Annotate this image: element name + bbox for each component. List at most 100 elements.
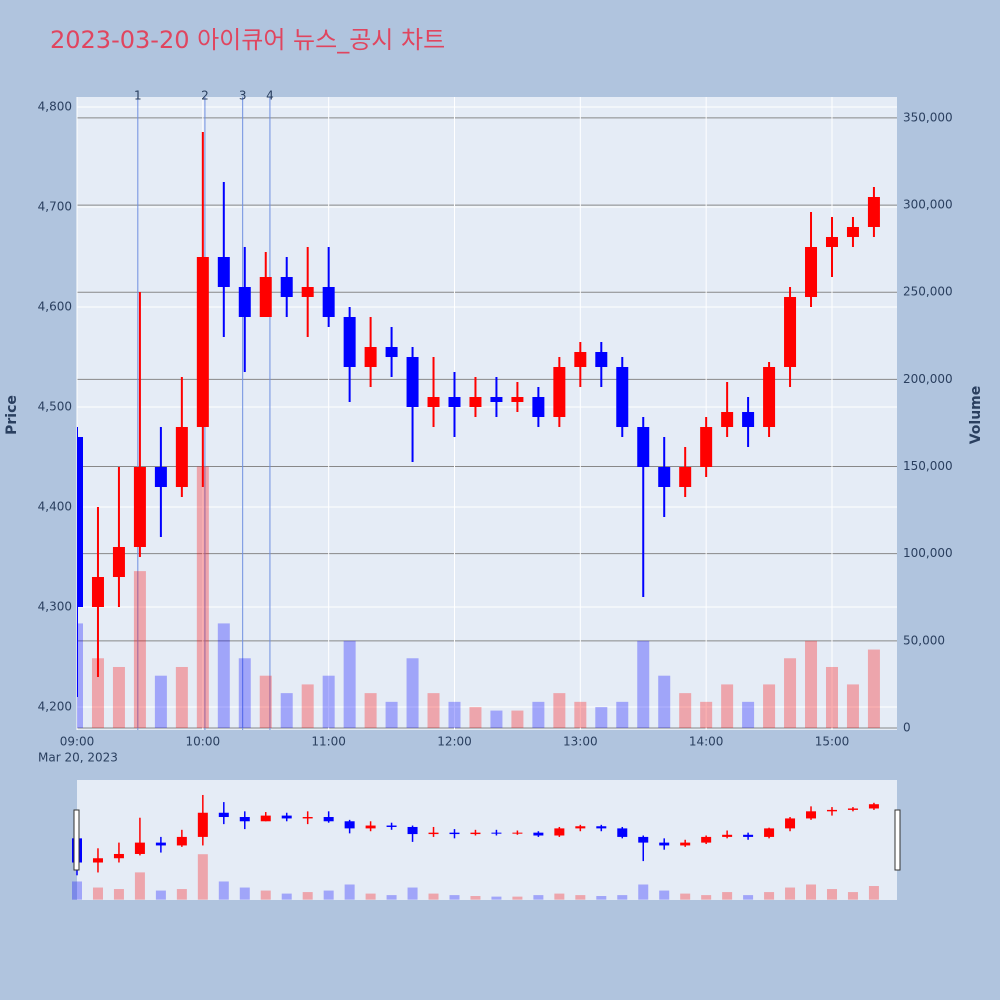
x-tick-label: 11:00	[311, 735, 346, 749]
slider-handle[interactable]	[894, 809, 901, 871]
slider-volume	[302, 892, 313, 900]
slider-body	[281, 815, 292, 819]
slider-body	[260, 815, 271, 822]
volume-bar	[511, 710, 524, 728]
chart-title: 2023-03-20 아이큐어 뉴스_공시 차트	[50, 26, 445, 54]
slider-volume	[323, 890, 334, 900]
slider-volume	[680, 893, 691, 900]
candle-body	[77, 437, 83, 607]
y2-tick-label: 0	[903, 720, 911, 734]
slider-volume	[554, 893, 565, 900]
volume-bar	[616, 701, 629, 728]
volume-bar	[805, 640, 818, 728]
y-tick-label: 4,200	[38, 700, 72, 714]
volume-bar	[595, 707, 608, 728]
volume-bar	[867, 649, 880, 728]
slider-body	[847, 808, 858, 810]
volume-bar	[637, 640, 650, 728]
slider-body	[806, 811, 817, 819]
slider-body	[826, 809, 837, 812]
event-label: 1	[134, 89, 142, 103]
slider-volume	[176, 889, 187, 900]
slider-volume	[407, 887, 418, 900]
candle-body	[238, 287, 251, 317]
candle-body	[133, 467, 146, 547]
slider-volume	[197, 854, 208, 900]
y2-tick-label: 100,000	[903, 546, 953, 560]
candle-body	[469, 397, 482, 407]
y-axis-title: Price	[4, 395, 20, 435]
candle-body	[91, 577, 104, 607]
slider-volume	[722, 892, 733, 900]
y2-tick-label: 50,000	[903, 633, 945, 647]
candle-body	[175, 427, 188, 487]
candle-body	[805, 247, 818, 297]
slider-volume	[638, 884, 649, 900]
range-slider[interactable]	[77, 780, 897, 900]
y-tick-label: 4,800	[38, 100, 72, 114]
slider-body	[638, 836, 649, 843]
volume-bar	[91, 658, 104, 728]
volume-bar	[175, 666, 188, 728]
candle-body	[196, 257, 209, 427]
slider-body	[491, 832, 502, 834]
candle-body	[364, 347, 377, 367]
volume-bar	[846, 684, 859, 728]
slider-volume	[659, 890, 670, 900]
volume-bar	[133, 571, 146, 728]
candle-body	[532, 397, 545, 417]
slider-body	[868, 804, 879, 809]
candle-body	[448, 397, 461, 407]
slider-volume	[260, 890, 271, 900]
slider-volume	[428, 893, 439, 900]
slider-volume	[701, 895, 712, 900]
candle-body	[637, 427, 650, 467]
slider-body	[764, 828, 775, 837]
volume-bar	[742, 701, 755, 728]
candle-body	[595, 352, 608, 367]
slider-body	[407, 826, 418, 835]
slider-volume	[134, 872, 145, 900]
candle-body	[616, 367, 629, 427]
slider-body	[386, 825, 397, 827]
candle-body	[846, 227, 859, 237]
slider-volume	[344, 884, 355, 900]
volume-bar	[553, 693, 566, 728]
candle-body	[322, 287, 335, 317]
y2-tick-label: 150,000	[903, 459, 953, 473]
volume-bar	[301, 684, 314, 728]
plot-area	[77, 97, 897, 730]
slider-volume	[512, 896, 523, 900]
volume-bar	[217, 623, 230, 728]
slider-volume	[826, 889, 837, 900]
slider-body	[701, 836, 712, 843]
slider-volume	[92, 887, 103, 900]
x-tick-label: 12:00	[437, 735, 472, 749]
x-tick-label: 13:00	[563, 735, 598, 749]
y2-tick-label: 250,000	[903, 285, 953, 299]
slider-volume	[764, 892, 775, 900]
volume-bar	[658, 675, 671, 728]
slider-body	[302, 817, 313, 819]
slider-body	[512, 832, 523, 834]
slider-body	[428, 832, 439, 835]
x-tick-label: 09:00	[60, 735, 95, 749]
slider-volume	[596, 896, 607, 900]
volume-bar	[112, 666, 125, 728]
slider-volume	[868, 886, 879, 900]
event-label: 4	[266, 89, 274, 103]
slider-body	[449, 832, 460, 835]
candle-body	[721, 412, 734, 427]
candle-body	[490, 397, 503, 402]
slider-body	[134, 842, 145, 854]
volume-bar	[448, 701, 461, 728]
slider-volume	[491, 896, 502, 900]
volume-bar	[700, 701, 713, 728]
volume-bar	[77, 623, 83, 728]
volume-bar	[490, 710, 503, 728]
slider-body	[176, 836, 187, 846]
candle-body	[280, 277, 293, 297]
candle-body	[511, 397, 524, 402]
slider-handle[interactable]	[73, 809, 80, 871]
